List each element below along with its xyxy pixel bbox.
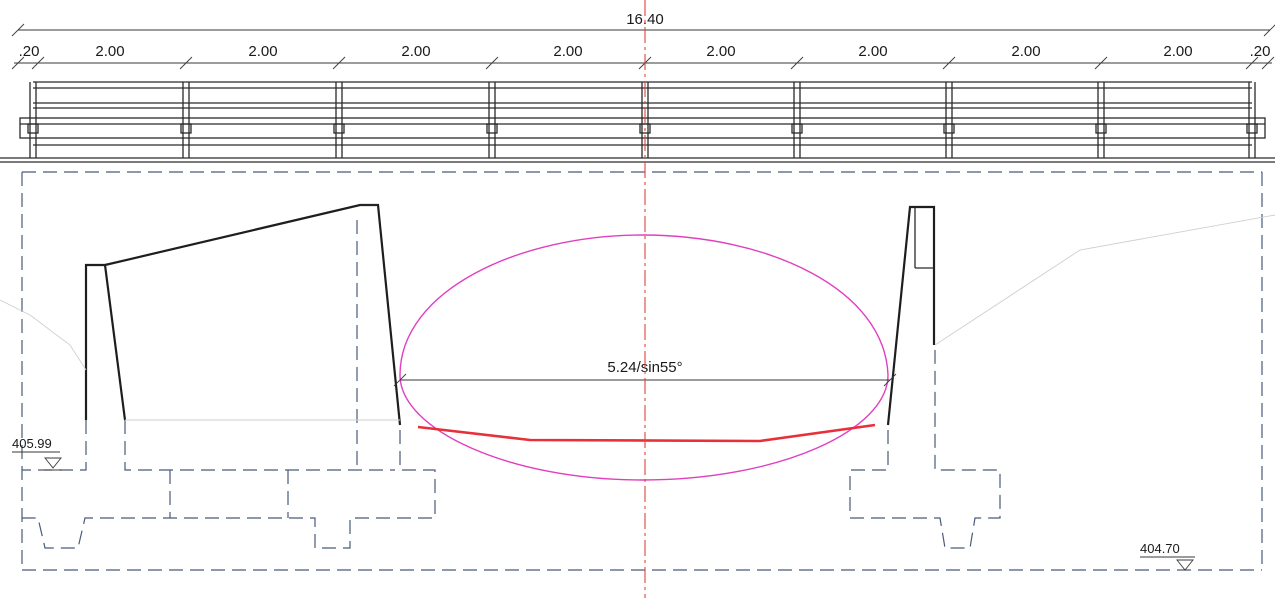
dimension-tick: [393, 373, 407, 387]
level-marker-left: 405.99: [12, 436, 62, 471]
railing-post: [1246, 82, 1258, 158]
dimension-tick: [1094, 56, 1108, 70]
railing-post-bolt: [27, 123, 39, 134]
railing-post-bolt: [943, 123, 955, 134]
span-dimension-label: 2.00: [248, 43, 277, 60]
left-footing-hidden: [124, 420, 395, 471]
railing-post: [486, 82, 498, 158]
span-dimension-label: 2.00: [706, 43, 735, 60]
railing-post: [791, 82, 803, 158]
right-abutment-wall: [886, 205, 936, 426]
dimension-tick: [485, 56, 499, 70]
level-label-right: 404.70: [1140, 541, 1180, 556]
post-spacing-dimensions: .20 .20 2.00 2.00 2.00 2.00 2.00 2.00 2.…: [11, 43, 1275, 70]
left-footing-hidden: [22, 430, 436, 549]
railing-post: [27, 82, 39, 158]
hidden-structure: [21, 171, 1263, 571]
dimension-tick: [1245, 56, 1259, 70]
span-dimension-label: 2.00: [401, 43, 430, 60]
terrain-line-left: [0, 299, 87, 371]
railing-post-bolt: [1095, 123, 1107, 134]
overall-dimension-label: 16.40: [626, 11, 664, 28]
railing-post-bolt: [1246, 123, 1258, 134]
level-triangle-icon: [44, 457, 62, 469]
culvert-outline: [399, 234, 889, 481]
railing: [0, 81, 1275, 163]
level-triangle-icon: [1176, 559, 1194, 571]
railing-post: [180, 82, 192, 158]
edge-dimension-left: .20: [19, 43, 40, 60]
span-dimension-label: 2.00: [1011, 43, 1040, 60]
railing-post: [943, 82, 955, 158]
left-footing-hidden: [22, 420, 87, 471]
dimension-tick: [790, 56, 804, 70]
span-dimension-label: 2.00: [95, 43, 124, 60]
right-footing-hidden: [849, 345, 1001, 549]
overall-dimension: 16.40: [11, 11, 1275, 37]
dimension-tick: [1263, 24, 1275, 37]
culvert-invert-line: [417, 423, 876, 443]
left-wing-wall: [104, 203, 402, 426]
railing-posts: [27, 82, 1258, 158]
railing-post-bolt: [791, 123, 803, 134]
span-dimension-label: 2.00: [1163, 43, 1192, 60]
span-dimension-label: 2.00: [553, 43, 582, 60]
railing-post-bolt: [180, 123, 192, 134]
railing-post: [1095, 82, 1107, 158]
railing-post-bolt: [333, 123, 345, 134]
left-abutment-wall: [84, 263, 127, 421]
dimension-tick: [11, 56, 25, 70]
right-abutment: [886, 205, 936, 426]
dimension-tick: [11, 23, 25, 37]
terrain: [0, 214, 1275, 421]
culvert-span-label: 5.24/sin55°: [607, 359, 682, 376]
left-abutment: [84, 203, 402, 426]
railing-post: [333, 82, 345, 158]
dimension-tick: [883, 373, 897, 387]
dimension-tick: [179, 56, 193, 70]
dimension-tick: [31, 56, 45, 70]
terrain-line-right: [934, 214, 1275, 346]
railing-post-bolt: [486, 123, 498, 134]
level-marker-right: 404.70: [1140, 541, 1195, 571]
edge-dimension-right: .20: [1250, 43, 1271, 60]
culvert: 5.24/sin55°: [393, 234, 897, 481]
level-label-left: 405.99: [12, 436, 52, 451]
dimension-tick: [1261, 56, 1275, 70]
dimension-tick: [942, 56, 956, 70]
dimension-tick: [332, 56, 346, 70]
span-dimension-label: 2.00: [858, 43, 887, 60]
